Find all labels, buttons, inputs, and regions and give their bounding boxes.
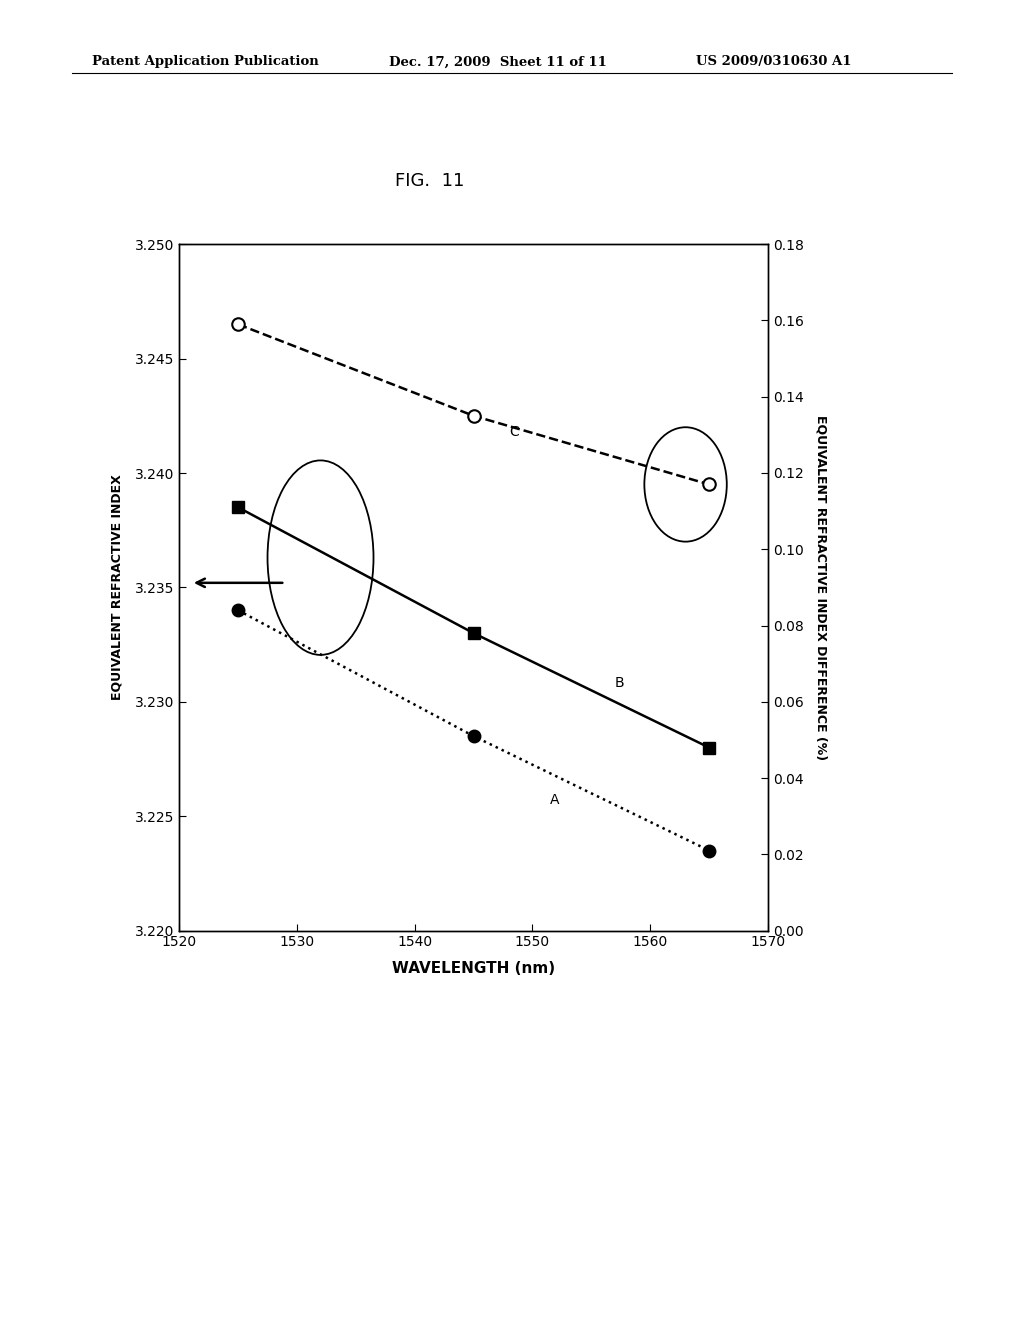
Text: A: A: [550, 793, 560, 808]
Text: C: C: [509, 425, 519, 438]
Text: FIG.  11: FIG. 11: [395, 172, 465, 190]
Text: B: B: [615, 676, 625, 690]
Text: Dec. 17, 2009  Sheet 11 of 11: Dec. 17, 2009 Sheet 11 of 11: [389, 55, 607, 69]
X-axis label: WAVELENGTH (nm): WAVELENGTH (nm): [392, 961, 555, 975]
Y-axis label: EQUIVALENT REFRACTIVE INDEX DIFFERENCE (%): EQUIVALENT REFRACTIVE INDEX DIFFERENCE (…: [815, 414, 827, 760]
Text: Patent Application Publication: Patent Application Publication: [92, 55, 318, 69]
Text: US 2009/0310630 A1: US 2009/0310630 A1: [696, 55, 852, 69]
Y-axis label: EQUIVALENT REFRACTIVE INDEX: EQUIVALENT REFRACTIVE INDEX: [111, 474, 124, 701]
